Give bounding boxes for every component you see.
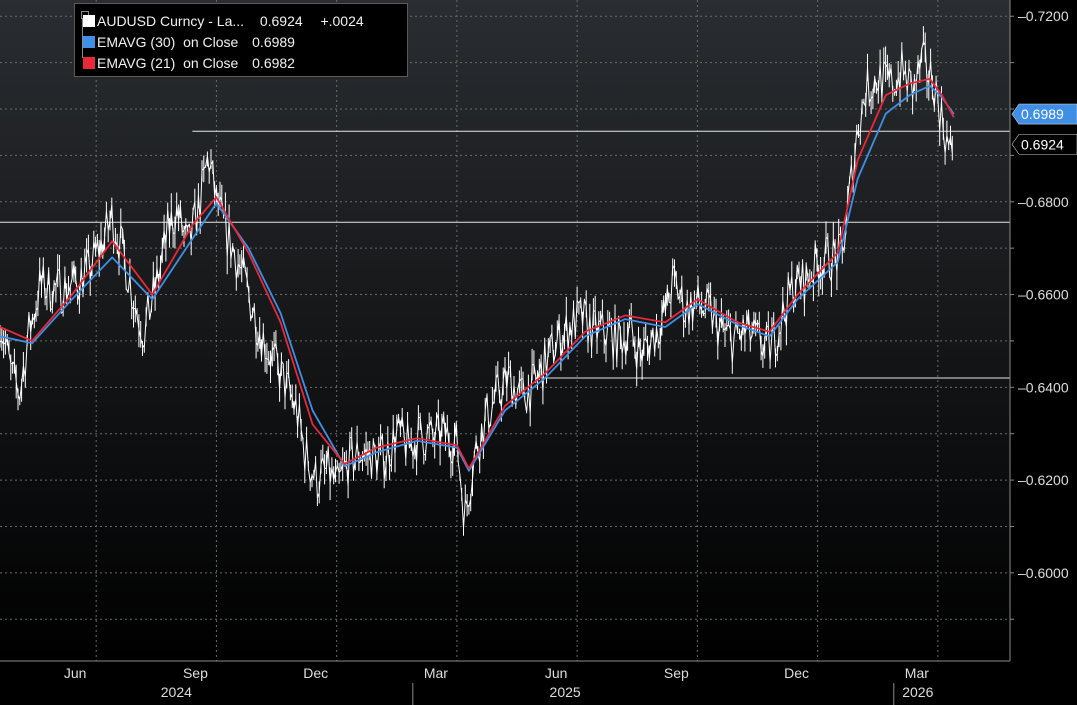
legend-item-audusd[interactable]: AUDUSD Curncy - La... 0.6924 +.0024 xyxy=(83,11,364,31)
ema30-tag-box xyxy=(1011,103,1077,125)
x-tick-label: Mar xyxy=(905,665,929,681)
ema21-line xyxy=(0,78,955,470)
price-tags: 0.6989 0.6924 xyxy=(1011,103,1077,155)
plot-background xyxy=(0,0,1010,661)
legend-label: EMAVG (21) on Close xyxy=(97,55,239,71)
y-tick-label: –0.6600 xyxy=(1018,287,1069,303)
legend-value: 0.6989 xyxy=(252,34,295,50)
grid-lines xyxy=(0,0,1010,661)
y-tick-label: –0.6400 xyxy=(1018,379,1069,395)
legend-value: 0.6982 xyxy=(252,55,295,71)
y-tick-label: –0.6000 xyxy=(1018,565,1069,581)
legend[interactable]: AUDUSD Curncy - La... 0.6924 +.0024 EMAV… xyxy=(74,3,408,77)
x-axis-background xyxy=(0,661,1010,705)
legend-swatch-icon xyxy=(83,57,95,69)
legend-swatch-icon xyxy=(83,15,95,27)
x-year-label: 2026 xyxy=(902,684,933,700)
legend-tree-line xyxy=(82,14,91,58)
x-year-label: 2025 xyxy=(550,684,581,700)
y-tick-label: –0.7200 xyxy=(1018,8,1069,24)
y-tick-label: –0.6200 xyxy=(1018,472,1069,488)
ema30-tag-label: 0.6989 xyxy=(1021,106,1064,122)
last-price-tag-box xyxy=(1011,133,1077,155)
y-axis: –0.6000 –0.6200 –0.6400 –0.6600 –0.6800 –0.72… xyxy=(1009,0,1069,661)
legend-value: 0.6924 xyxy=(259,13,303,29)
legend-label: AUDUSD Curncy - La... xyxy=(97,13,245,29)
x-tick-label: Sep xyxy=(183,665,208,681)
x-tick-label: Jun xyxy=(64,665,87,681)
legend-swatch-icon xyxy=(83,36,95,48)
x-tick-label: Dec xyxy=(303,665,328,681)
y-tick-label: –0.6800 xyxy=(1018,194,1069,210)
series-lines xyxy=(0,26,955,536)
x-year-label: 2024 xyxy=(161,684,192,700)
legend-change: +.0024 xyxy=(320,13,364,29)
x-tick-label: Mar xyxy=(424,665,448,681)
x-tick-label: Dec xyxy=(784,665,809,681)
last-price-tag-label: 0.6924 xyxy=(1021,136,1064,152)
ema30-line xyxy=(0,84,955,472)
legend-item-ema30[interactable]: EMAVG (30) on Close 0.6989 xyxy=(83,32,295,52)
x-axis: Jun Sep Dec Mar Jun Sep Dec Mar 2024 2025 2026 xyxy=(0,660,1010,705)
x-tick-label: Sep xyxy=(664,665,689,681)
legend-label: EMAVG (30) on Close xyxy=(97,34,239,50)
legend-item-ema21[interactable]: EMAVG (21) on Close 0.6982 xyxy=(83,53,295,73)
x-tick-label: Jun xyxy=(545,665,568,681)
